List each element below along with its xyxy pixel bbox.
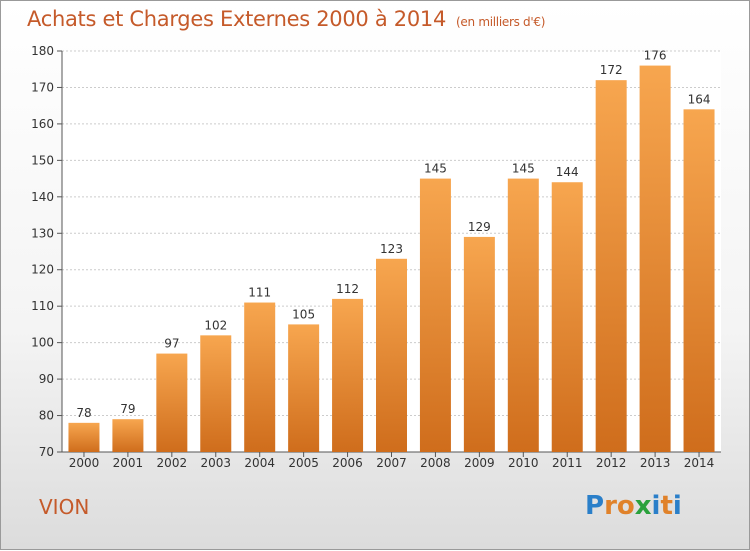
y-tick-label: 160 bbox=[31, 117, 54, 131]
x-tick-label: 2001 bbox=[113, 456, 144, 470]
bar-value-label: 112 bbox=[336, 282, 359, 296]
x-tick-label: 2009 bbox=[464, 456, 495, 470]
bar-value-label: 105 bbox=[292, 307, 315, 321]
bar-value-label: 145 bbox=[424, 162, 447, 176]
bar-value-label: 79 bbox=[120, 402, 135, 416]
bar bbox=[288, 324, 320, 452]
bar bbox=[200, 335, 232, 452]
x-tick-label: 2008 bbox=[420, 456, 451, 470]
x-tick-label: 2000 bbox=[69, 456, 100, 470]
bar-value-label: 102 bbox=[204, 318, 227, 332]
bar bbox=[683, 109, 715, 452]
y-tick-label: 110 bbox=[31, 299, 54, 313]
x-tick-label: 2012 bbox=[596, 456, 627, 470]
bar bbox=[595, 80, 627, 452]
bar bbox=[156, 353, 188, 452]
x-tick-label: 2005 bbox=[288, 456, 319, 470]
x-tick-label: 2002 bbox=[157, 456, 188, 470]
y-tick-label: 150 bbox=[31, 153, 54, 167]
bar bbox=[419, 178, 451, 452]
y-tick-label: 120 bbox=[31, 263, 54, 277]
bar bbox=[332, 298, 364, 452]
x-tick-label: 2007 bbox=[376, 456, 407, 470]
y-tick-label: 140 bbox=[31, 190, 54, 204]
y-tick-label: 180 bbox=[31, 44, 54, 58]
logo-letter: i bbox=[651, 491, 661, 521]
x-tick-label: 2014 bbox=[684, 456, 715, 470]
x-tick-label: 2011 bbox=[552, 456, 583, 470]
bar bbox=[68, 422, 100, 452]
bar bbox=[112, 419, 144, 452]
bar-value-label: 123 bbox=[380, 242, 403, 256]
x-tick-label: 2004 bbox=[244, 456, 275, 470]
bar bbox=[551, 182, 583, 452]
x-tick-label: 2006 bbox=[332, 456, 363, 470]
bar bbox=[639, 65, 671, 452]
y-tick-label: 130 bbox=[31, 226, 54, 240]
y-tick-label: 170 bbox=[31, 80, 54, 94]
proxiti-logo: Proxiti bbox=[585, 491, 682, 521]
logo-letter: r bbox=[604, 491, 617, 521]
chart-title: Achats et Charges Externes 2000 à 2014 (e… bbox=[27, 7, 545, 31]
place-name: VION bbox=[39, 495, 90, 519]
logo-letter: o bbox=[616, 491, 635, 521]
bar-value-label: 129 bbox=[468, 220, 491, 234]
logo-letter: i bbox=[672, 491, 682, 521]
bar-value-label: 164 bbox=[688, 92, 711, 106]
bar-value-label: 176 bbox=[644, 49, 667, 63]
y-tick-label: 80 bbox=[39, 409, 54, 423]
y-tick-label: 100 bbox=[31, 336, 54, 350]
bar bbox=[376, 258, 407, 452]
bar-value-label: 144 bbox=[556, 165, 579, 179]
logo-letter: x bbox=[634, 491, 652, 521]
bar-value-label: 172 bbox=[600, 63, 623, 77]
logo-letter: t bbox=[660, 491, 673, 521]
bar-value-label: 78 bbox=[76, 406, 91, 420]
x-tick-label: 2010 bbox=[508, 456, 539, 470]
bar bbox=[463, 236, 495, 452]
y-tick-label: 90 bbox=[39, 372, 54, 386]
x-tick-label: 2013 bbox=[640, 456, 671, 470]
bar bbox=[507, 178, 539, 452]
x-tick-label: 2003 bbox=[200, 456, 231, 470]
logo-letter: P bbox=[585, 491, 605, 521]
bar-value-label: 111 bbox=[248, 286, 271, 300]
bar bbox=[244, 302, 276, 452]
chart-title-text: Achats et Charges Externes 2000 à 2014 bbox=[27, 7, 447, 31]
bar-value-label: 145 bbox=[512, 162, 535, 176]
y-tick-label: 70 bbox=[39, 445, 54, 459]
bar-value-label: 97 bbox=[164, 337, 179, 351]
chart-unit: (en milliers d'€) bbox=[456, 15, 546, 29]
